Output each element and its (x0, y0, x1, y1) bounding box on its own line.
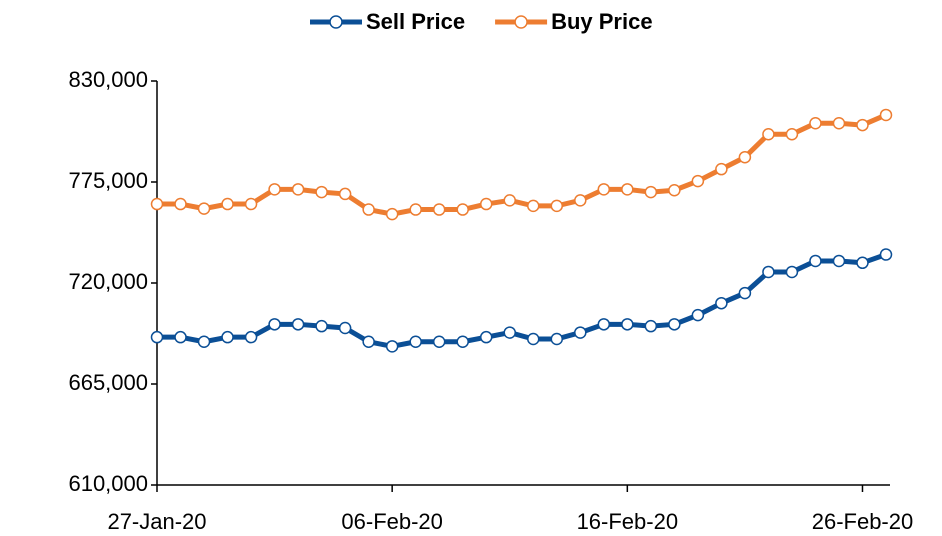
marker (527, 332, 540, 346)
y-tick-label: 665,000 (68, 370, 148, 395)
y-tick-label: 720,000 (68, 269, 148, 294)
marker (291, 318, 305, 331)
marker (809, 254, 822, 268)
marker (527, 199, 540, 213)
marker (832, 254, 846, 268)
marker (268, 318, 281, 331)
marker (503, 194, 516, 207)
marker (338, 321, 352, 335)
legend-item: Buy Price (495, 9, 653, 34)
marker (879, 108, 893, 122)
marker (291, 183, 305, 196)
y-tick-label: 775,000 (68, 168, 148, 193)
marker (362, 203, 375, 216)
marker (762, 128, 775, 141)
marker (150, 197, 164, 211)
marker (832, 116, 846, 130)
marker (315, 319, 328, 333)
marker (879, 248, 893, 261)
marker (738, 150, 752, 164)
marker (197, 335, 211, 349)
legend-marker (514, 15, 528, 29)
marker (644, 319, 658, 333)
line (157, 252, 887, 349)
marker (338, 187, 352, 201)
marker (785, 265, 799, 279)
marker (668, 318, 681, 331)
legend-label: Buy Price (551, 9, 653, 34)
marker (197, 202, 211, 215)
marker (691, 174, 705, 188)
legend-marker (329, 15, 343, 29)
marker (715, 296, 728, 310)
marker (738, 286, 752, 300)
marker (385, 340, 399, 353)
marker (668, 184, 681, 197)
marker (221, 197, 234, 211)
marker (550, 332, 564, 346)
marker (597, 318, 611, 331)
marker (479, 330, 493, 344)
marker (174, 330, 187, 344)
x-tick-label: 27-Jan-20 (107, 509, 206, 534)
marker (644, 185, 658, 199)
marker (432, 203, 446, 216)
y-tick-label: 830,000 (68, 67, 148, 92)
marker (809, 116, 822, 130)
marker (597, 183, 611, 196)
marker (691, 308, 705, 322)
marker (174, 197, 187, 211)
marker (244, 197, 258, 211)
y-tick-label: 610,000 (68, 471, 148, 496)
marker (785, 128, 799, 141)
marker (856, 256, 869, 270)
marker (715, 162, 728, 176)
x-tick-label: 26-Feb-20 (812, 509, 914, 534)
marker (268, 183, 281, 196)
marker (479, 197, 493, 211)
marker (550, 199, 564, 213)
marker (221, 330, 234, 344)
marker (503, 326, 516, 339)
marker (385, 207, 399, 221)
marker (409, 335, 422, 349)
marker (762, 265, 775, 279)
marker (621, 318, 634, 331)
marker (432, 335, 446, 349)
legend-label: Sell Price (366, 9, 465, 34)
marker (362, 335, 375, 349)
marker (456, 335, 469, 349)
marker (574, 194, 587, 207)
marker (621, 183, 634, 196)
marker (315, 185, 328, 199)
x-tick-label: 06-Feb-20 (341, 509, 443, 534)
line (157, 112, 887, 217)
x-tick-label: 16-Feb-20 (577, 509, 679, 534)
marker (456, 203, 469, 216)
marker (856, 118, 869, 132)
marker (150, 330, 164, 344)
marker (409, 203, 422, 216)
marker (244, 330, 258, 344)
legend-item: Sell Price (310, 9, 465, 34)
marker (574, 326, 587, 339)
